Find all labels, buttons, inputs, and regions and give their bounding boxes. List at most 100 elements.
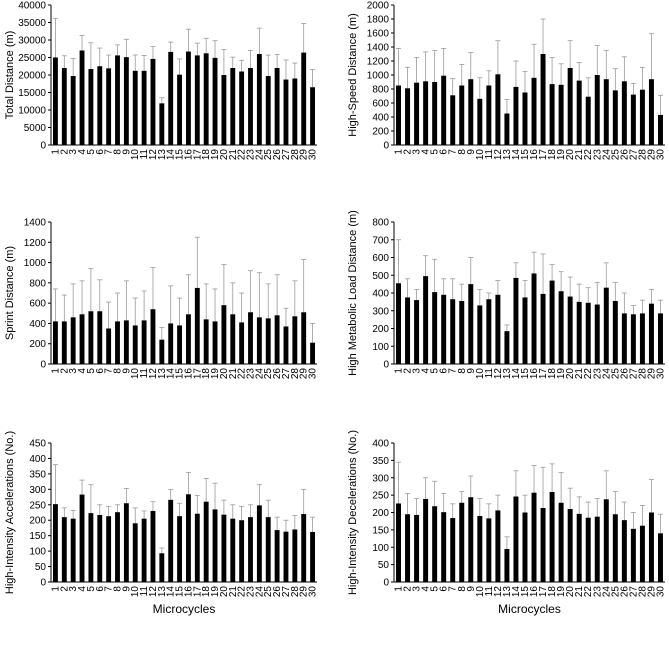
high-metabolic-load-distance-y-tick-label: 300 <box>372 306 389 317</box>
high-speed-distance-x-tick-label: 18 <box>547 149 558 161</box>
high-metabolic-load-distance-y-tick-label: 0 <box>383 360 389 371</box>
high-intensity-accelerations-x-tick-label: 6 <box>95 586 106 592</box>
total-distance-y-tick-label: 30000 <box>18 36 46 47</box>
high-metabolic-load-distance-x-tick-label: 14 <box>511 368 522 380</box>
sprint-distance-bar <box>310 342 316 364</box>
panel-high-speed-distance-ylabel: High-Speed Distance (m) <box>347 13 359 137</box>
total-distance-bar <box>194 55 200 145</box>
high-intensity-accelerations-x-tick-label: 2 <box>59 586 70 592</box>
high-metabolic-load-distance-bar <box>504 331 510 364</box>
panel-high-intensity-decelerations: High-Intensity Decelerations (No.) Micro… <box>347 430 666 616</box>
sprint-distance-bar <box>177 325 183 364</box>
high-speed-distance-bar <box>441 75 447 145</box>
total-distance-bar <box>212 57 218 145</box>
high-intensity-accelerations-bar <box>301 514 307 582</box>
high-metabolic-load-distance-x-tick-label: 9 <box>466 368 477 374</box>
high-intensity-accelerations-y-tick-label: 350 <box>29 469 46 480</box>
high-speed-distance-bar <box>585 96 591 145</box>
total-distance-x-tick-label: 30 <box>308 149 319 161</box>
high-speed-distance-bar <box>522 92 528 145</box>
total-distance-bar <box>256 54 262 145</box>
high-intensity-decelerations-bar <box>423 498 429 582</box>
high-intensity-decelerations-bar <box>414 514 420 582</box>
high-metabolic-load-distance-bar <box>486 299 492 364</box>
high-intensity-accelerations-x-tick-label: 21 <box>228 586 239 598</box>
high-intensity-decelerations-bar <box>621 520 627 582</box>
high-intensity-accelerations-bar <box>141 518 147 582</box>
high-metabolic-load-distance-bar <box>414 300 420 364</box>
high-metabolic-load-distance-x-tick-label: 17 <box>538 368 549 380</box>
sprint-distance-y-tick-label: 400 <box>29 319 46 330</box>
total-distance-bar <box>88 69 94 145</box>
high-intensity-decelerations-bar <box>558 502 564 582</box>
high-speed-distance-x-tick-label: 8 <box>457 149 468 155</box>
high-metabolic-load-distance-bar <box>558 291 564 364</box>
sprint-distance-bar <box>52 321 58 364</box>
sprint-distance-x-tick-label: 8 <box>113 368 124 374</box>
high-intensity-accelerations-x-tick-label: 11 <box>139 586 150 597</box>
sprint-distance-x-tick-label: 29 <box>299 368 310 380</box>
high-intensity-accelerations-x-tick-label: 14 <box>166 586 177 598</box>
total-distance-x-tick-label: 16 <box>183 149 194 161</box>
sprint-distance-x-tick-label: 20 <box>219 368 230 380</box>
high-metabolic-load-distance-bar <box>540 293 546 364</box>
high-speed-distance-y-tick-label: 1800 <box>367 15 390 26</box>
high-metabolic-load-distance-bar <box>549 280 555 364</box>
high-intensity-decelerations-x-tick-label: 13 <box>502 586 513 598</box>
high-metabolic-load-distance-y-tick-label: 600 <box>372 253 389 264</box>
high-intensity-decelerations-y-tick-label: 350 <box>372 456 389 467</box>
high-metabolic-load-distance-y-tick-label: 400 <box>372 289 389 300</box>
high-speed-distance-x-tick-label: 25 <box>610 149 621 161</box>
total-distance-bar <box>239 71 245 145</box>
high-speed-distance-bar <box>414 82 420 145</box>
sprint-distance-bar <box>70 317 76 364</box>
sprint-distance-bar <box>265 318 271 364</box>
high-intensity-accelerations-x-tick-label: 9 <box>121 586 132 592</box>
high-speed-distance-bar <box>486 85 492 145</box>
high-intensity-decelerations-x-tick-label: 22 <box>583 586 594 598</box>
high-intensity-decelerations-bar <box>405 514 411 582</box>
high-intensity-decelerations-bar <box>432 506 438 582</box>
high-intensity-accelerations-bar <box>52 504 58 582</box>
high-intensity-accelerations-y-tick-label: 0 <box>40 578 46 589</box>
total-distance-x-tick-label: 5 <box>86 149 97 155</box>
high-intensity-accelerations-x-tick-label: 17 <box>192 586 203 598</box>
high-metabolic-load-distance-bar <box>441 294 447 364</box>
high-speed-distance-x-tick-label: 28 <box>637 149 648 161</box>
high-speed-distance-bar <box>594 75 600 145</box>
high-intensity-decelerations-x-tick-label: 7 <box>448 586 459 592</box>
total-distance-y-tick-label: 20000 <box>18 71 46 82</box>
high-metabolic-load-distance-x-tick-label: 25 <box>610 368 621 380</box>
sprint-distance-bar <box>248 312 253 364</box>
high-intensity-accelerations-bar <box>177 516 183 582</box>
high-intensity-accelerations-bar <box>106 516 112 582</box>
high-intensity-accelerations-bar <box>292 529 298 582</box>
total-distance-x-tick-label: 3 <box>68 149 79 155</box>
total-distance-bar <box>292 78 298 145</box>
high-intensity-accelerations-bar <box>256 505 262 582</box>
sprint-distance-x-tick-label: 10 <box>130 368 141 380</box>
high-speed-distance-x-tick-label: 30 <box>655 149 666 161</box>
high-intensity-decelerations-bar <box>630 528 636 582</box>
high-speed-distance-bar <box>531 77 537 145</box>
high-speed-distance-bar <box>459 85 465 145</box>
sprint-distance-bar <box>97 311 103 364</box>
high-speed-distance-x-tick-label: 3 <box>412 149 423 155</box>
high-speed-distance-x-tick-label: 24 <box>601 149 612 161</box>
sprint-distance-x-tick-label: 4 <box>77 368 88 374</box>
total-distance-bar <box>52 57 58 145</box>
sprint-distance-x-tick-label: 25 <box>263 368 274 380</box>
high-speed-distance-bar <box>540 54 546 145</box>
high-metabolic-load-distance-bar <box>639 313 645 364</box>
sprint-distance-x-tick-label: 22 <box>237 368 248 380</box>
high-intensity-decelerations-y-tick-label: 200 <box>372 508 389 519</box>
high-intensity-accelerations-x-tick-label: 10 <box>130 586 141 598</box>
sprint-distance-bar <box>159 339 165 364</box>
high-speed-distance-x-tick-label: 13 <box>502 149 513 161</box>
total-distance-x-tick-label: 28 <box>290 149 301 161</box>
high-speed-distance-x-tick-label: 11 <box>484 149 495 160</box>
sprint-distance-x-tick-label: 1 <box>50 368 61 374</box>
total-distance-x-tick-label: 26 <box>272 149 283 161</box>
total-distance-bar <box>203 53 209 145</box>
high-intensity-accelerations-x-tick-label: 13 <box>157 586 168 598</box>
